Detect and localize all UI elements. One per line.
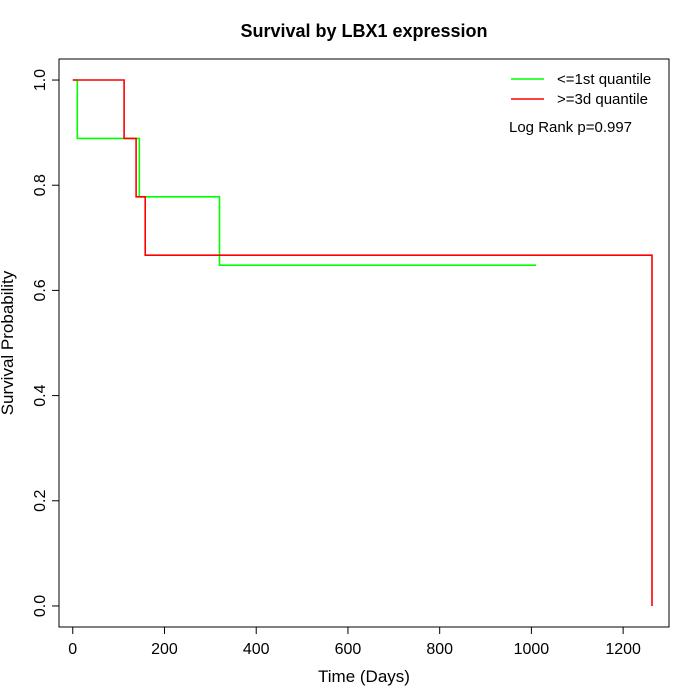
x-axis-label: Time (Days)	[318, 667, 410, 686]
y-tick-label: 0.0	[32, 595, 49, 617]
series-line	[72, 79, 653, 606]
chart-title: Survival by LBX1 expression	[240, 21, 487, 41]
legend: <=1st quantile >=3d quantile	[511, 71, 651, 108]
series-line	[72, 79, 536, 267]
y-tick-label: 1.0	[32, 69, 49, 91]
y-tick-label: 0.4	[32, 384, 49, 406]
log-rank-annotation: Log Rank p=0.997	[509, 119, 632, 136]
y-tick-label: 0.2	[32, 490, 49, 512]
x-tick-label: 1200	[605, 641, 641, 658]
y-axis-label: Survival Probability	[0, 270, 17, 415]
x-tick-label: 1000	[514, 641, 550, 658]
legend-label: >=3d quantile	[557, 91, 648, 108]
plot-frame	[58, 58, 670, 628]
y-tick-label: 0.8	[32, 174, 49, 196]
x-tick-label: 0	[68, 641, 77, 658]
x-axis: 0 200 400 600 800 1000 1200	[68, 626, 641, 658]
y-tick-label: 0.6	[32, 279, 49, 301]
x-tick-label: 200	[151, 641, 178, 658]
series-layer	[72, 79, 653, 606]
legend-label: <=1st quantile	[557, 71, 651, 88]
x-tick-label: 400	[243, 641, 270, 658]
x-tick-label: 800	[426, 641, 453, 658]
y-axis: 0.0 0.2 0.4 0.6 0.8 1.0	[32, 69, 60, 617]
x-tick-label: 600	[335, 641, 362, 658]
